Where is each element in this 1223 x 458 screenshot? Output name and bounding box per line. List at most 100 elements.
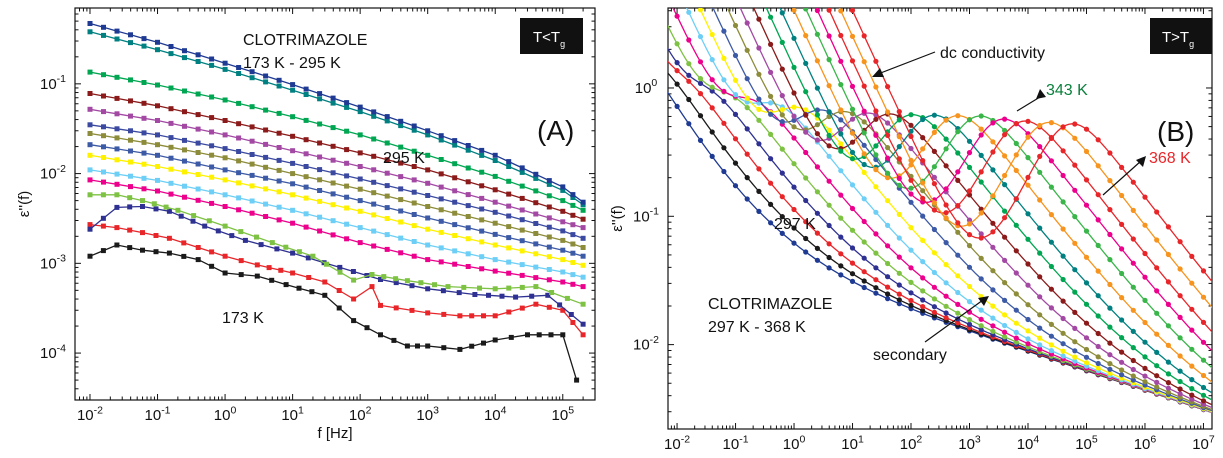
data-point (101, 124, 106, 129)
data-point (838, 107, 843, 112)
data-point (101, 25, 106, 30)
data-point (88, 122, 93, 127)
data-point (520, 248, 525, 253)
data-point (1189, 307, 1194, 312)
data-point (1002, 334, 1007, 339)
data-point (1049, 305, 1054, 310)
data-point (520, 262, 525, 267)
data-point (1189, 386, 1194, 391)
data-point (378, 332, 383, 337)
data-point (768, 220, 773, 225)
data-point (1107, 282, 1112, 287)
data-point (873, 167, 878, 172)
temperature-range: 173 K - 295 K (243, 55, 341, 72)
data-point (250, 152, 255, 157)
data-point (710, 32, 715, 37)
data-point (1131, 236, 1136, 241)
data-point (581, 284, 586, 289)
data-point (710, 85, 715, 90)
data-point (304, 87, 309, 92)
data-point (721, 77, 726, 82)
data-point (791, 114, 796, 119)
data-point (250, 75, 255, 80)
data-point (196, 198, 201, 203)
data-point (1084, 302, 1089, 307)
data-point (182, 138, 187, 143)
data-point (1061, 254, 1066, 259)
data-point (873, 59, 878, 64)
data-point (317, 141, 322, 146)
data-point (493, 243, 498, 248)
data-point (944, 262, 949, 267)
data-point (223, 118, 228, 123)
data-point (1178, 293, 1183, 298)
data-point (1201, 373, 1206, 378)
data-point (1002, 312, 1007, 317)
data-point (850, 84, 855, 89)
data-point (196, 150, 201, 155)
data-point (182, 159, 187, 164)
data-point (278, 268, 283, 273)
data-point (533, 172, 538, 177)
x-tick-label: 102 (900, 433, 923, 453)
data-point (236, 207, 241, 212)
series-line (90, 72, 583, 210)
data-point (745, 48, 750, 53)
data-point (1166, 323, 1171, 328)
x-tick-label: 10-1 (145, 404, 171, 424)
data-point (1096, 163, 1101, 168)
data-point (581, 200, 586, 205)
data-point (955, 150, 960, 155)
data-point (114, 225, 119, 230)
data-point (862, 219, 867, 224)
data-point (115, 75, 120, 80)
data-point (862, 109, 867, 114)
data-point (412, 223, 417, 228)
data-point (803, 150, 808, 155)
data-point (520, 285, 525, 290)
data-point (446, 284, 451, 289)
data-point (710, 77, 715, 82)
data-point (371, 109, 376, 114)
data-point (142, 44, 147, 49)
data-point (1084, 229, 1089, 234)
data-point (457, 313, 462, 318)
data-point (410, 308, 415, 313)
data-point (873, 143, 878, 148)
data-point (967, 117, 972, 122)
data-point (304, 185, 309, 190)
data-point (209, 175, 214, 180)
data-point (128, 160, 133, 165)
data-point (1154, 288, 1159, 293)
data-point (1014, 308, 1019, 313)
data-point (979, 132, 984, 137)
data-point (675, 104, 680, 109)
label-297k: 297 K (774, 216, 816, 233)
data-point (439, 219, 444, 224)
data-point (358, 240, 363, 245)
data-point (142, 140, 147, 145)
data-point (1178, 386, 1183, 391)
data-point (182, 195, 187, 200)
data-point (1107, 352, 1112, 357)
x-tick-label: 105 (552, 404, 575, 424)
data-point (351, 297, 356, 302)
data-point (331, 232, 336, 237)
data-point (209, 189, 214, 194)
data-point (1154, 380, 1159, 385)
plot-frame (668, 8, 1212, 429)
data-point (207, 218, 212, 223)
data-point (1119, 246, 1124, 251)
data-point (169, 86, 174, 91)
series-b-1 (665, 89, 1215, 414)
data-point (920, 135, 925, 140)
data-point (317, 215, 322, 220)
data-point (101, 33, 106, 38)
data-point (756, 107, 761, 112)
data-point (547, 267, 552, 272)
data-point (1025, 341, 1030, 346)
data-point (979, 210, 984, 215)
data-point (873, 108, 878, 113)
